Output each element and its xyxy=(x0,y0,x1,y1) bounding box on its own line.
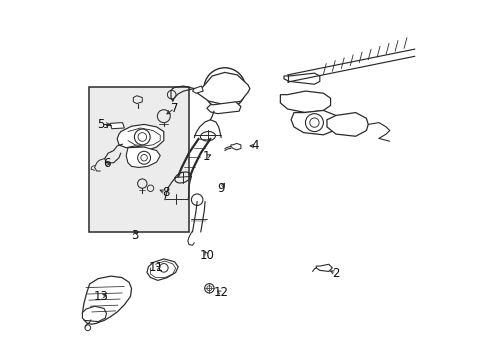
Text: 12: 12 xyxy=(213,287,228,300)
Polygon shape xyxy=(316,264,332,271)
Polygon shape xyxy=(326,113,367,136)
Polygon shape xyxy=(126,147,160,167)
Text: 5: 5 xyxy=(97,118,104,131)
Text: 6: 6 xyxy=(102,157,110,170)
Text: 2: 2 xyxy=(331,267,339,280)
Polygon shape xyxy=(82,306,106,321)
Polygon shape xyxy=(206,102,241,114)
Text: 10: 10 xyxy=(199,249,214,262)
Polygon shape xyxy=(147,259,178,280)
Text: 8: 8 xyxy=(162,186,169,199)
Polygon shape xyxy=(117,125,163,149)
Text: 3: 3 xyxy=(131,229,139,242)
Text: 4: 4 xyxy=(251,139,259,152)
Polygon shape xyxy=(82,276,131,324)
Text: 13: 13 xyxy=(93,290,108,303)
Polygon shape xyxy=(192,86,203,93)
Polygon shape xyxy=(194,72,249,105)
Text: 1: 1 xyxy=(203,150,210,163)
Polygon shape xyxy=(284,73,319,84)
Bar xyxy=(88,87,188,232)
Text: 7: 7 xyxy=(170,102,178,115)
Text: 9: 9 xyxy=(217,183,224,195)
Polygon shape xyxy=(230,143,241,150)
Polygon shape xyxy=(290,111,337,135)
Polygon shape xyxy=(280,91,330,113)
Text: 11: 11 xyxy=(149,261,164,274)
Polygon shape xyxy=(110,123,124,129)
